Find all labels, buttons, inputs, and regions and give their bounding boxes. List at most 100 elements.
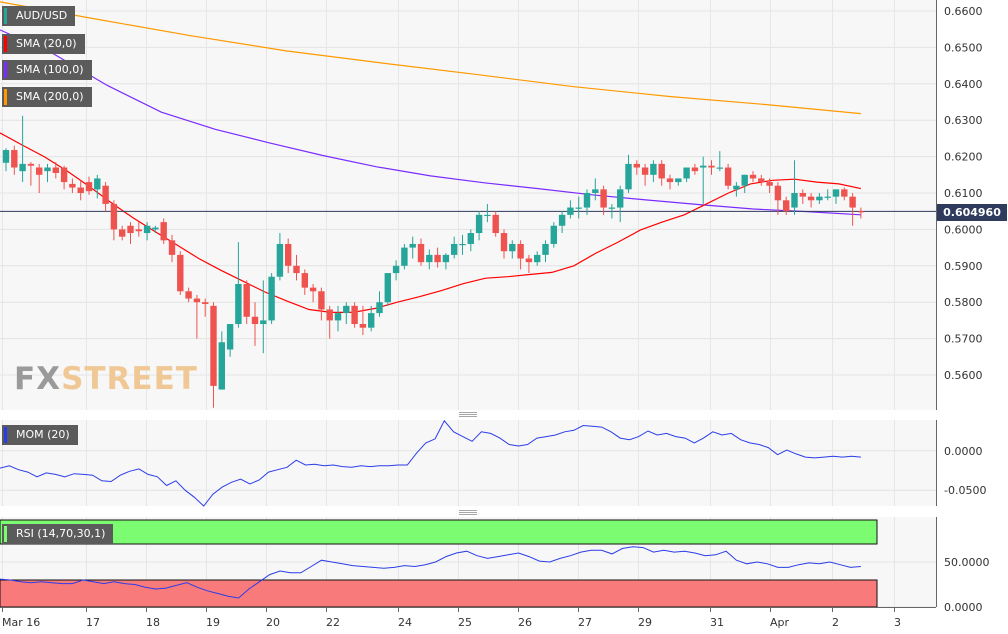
candle-body (633, 163, 640, 168)
candle-body (309, 287, 317, 292)
indicator-lines (0, 1, 936, 599)
symbol-label[interactable]: AUD/USD (2, 6, 76, 26)
candles (2, 115, 865, 408)
candle-body (617, 189, 624, 208)
candle-body (459, 243, 466, 246)
date-tick-label: 2 (832, 616, 839, 629)
candle-body (442, 254, 450, 263)
rsi-line (0, 546, 861, 599)
sma100-text: SMA (100,0) (16, 63, 84, 76)
candle-body (417, 243, 425, 263)
candle-body (351, 305, 358, 325)
candle-body (783, 200, 790, 212)
candle-body (143, 225, 151, 234)
candle-body (658, 163, 665, 179)
candle-body (575, 207, 582, 209)
date-tick-label: 26 (518, 616, 532, 629)
candle-body (824, 196, 831, 198)
candle-body (77, 187, 84, 193)
sma200-swatch (4, 89, 7, 105)
candle-body (85, 182, 93, 192)
candle-body (27, 163, 35, 166)
date-tick-label: 20 (266, 616, 280, 629)
candle-body (293, 265, 300, 274)
mom-line (0, 419, 861, 507)
candle-body (19, 163, 26, 172)
mom-label[interactable]: MOM (20) (2, 425, 78, 445)
candle-body (791, 193, 798, 208)
candle-body (152, 227, 159, 230)
current-price-badge: 0.604960 (937, 204, 1007, 221)
candle-body (135, 229, 142, 232)
candle-body (849, 196, 856, 208)
candle-body (276, 243, 284, 277)
candle-body (700, 165, 707, 168)
date-tick-label: 29 (638, 616, 652, 629)
candle-body (567, 207, 574, 215)
candle-body (434, 254, 441, 263)
candle-body (550, 225, 557, 244)
sma200-text: SMA (200,0) (16, 90, 84, 103)
candle-body (36, 167, 43, 175)
candle-body (359, 324, 367, 328)
candle-body (641, 167, 649, 175)
candle-body (210, 305, 217, 386)
candle-body (691, 167, 699, 172)
candle-body (484, 214, 491, 217)
sma100-line (0, 29, 861, 216)
candle-body (799, 193, 806, 197)
watermark-street: STREET (61, 361, 198, 397)
sma200-label[interactable]: SMA (200,0) (2, 87, 92, 107)
candle-body (102, 185, 109, 204)
candle-body (318, 291, 325, 310)
candle-body (193, 298, 201, 303)
symbol-text: AUD/USD (16, 9, 68, 22)
candle-body (235, 284, 242, 325)
mom-swatch (4, 427, 7, 443)
candle-body (343, 305, 350, 314)
sma20-label[interactable]: SMA (20,0) (2, 34, 85, 54)
candle-body (334, 313, 342, 321)
price-tick-label: 0.5600 (944, 369, 983, 382)
price-tick-label: 0.5800 (944, 296, 983, 309)
candle-body (857, 211, 865, 213)
sma200-line (0, 1, 861, 115)
candle-body (467, 233, 474, 244)
candle-body (525, 258, 533, 263)
mom-panel-background (0, 420, 936, 506)
price-tick-label: 0.5700 (944, 333, 983, 346)
candle-body (251, 316, 259, 325)
panel-dividers[interactable] (0, 410, 936, 516)
candle-body (475, 214, 483, 234)
candle-body (268, 276, 275, 321)
date-tick-label: 3 (894, 616, 901, 629)
candle-body (368, 313, 375, 328)
candle-body (625, 163, 632, 190)
date-tick-label: Apr (770, 616, 790, 629)
rsi-tick-label: 0.0000 (944, 601, 983, 614)
candle-body (260, 320, 267, 325)
candle-body (766, 182, 773, 186)
candle-body (177, 254, 184, 292)
candle-body (168, 240, 176, 255)
candle-body (509, 243, 516, 252)
candle-body (226, 324, 234, 350)
mom-tick-label: -0.0500 (944, 484, 986, 497)
sma20-swatch (4, 36, 7, 52)
rsi-label[interactable]: RSI (14,70,30,1) (2, 524, 114, 544)
candle-body (500, 233, 508, 252)
candle-body (583, 193, 591, 208)
sma100-label[interactable]: SMA (100,0) (2, 60, 92, 80)
date-tick-label: 25 (458, 616, 472, 629)
candle-body (650, 163, 657, 175)
candle-body (741, 174, 748, 186)
candle-body (69, 183, 76, 188)
price-tick-label: 0.6500 (944, 41, 983, 54)
candle-body (774, 185, 782, 201)
candle-body (52, 167, 59, 173)
candle-body (451, 243, 458, 255)
candle-body (542, 243, 549, 255)
candle-body (666, 178, 674, 183)
candle-body (376, 302, 383, 314)
